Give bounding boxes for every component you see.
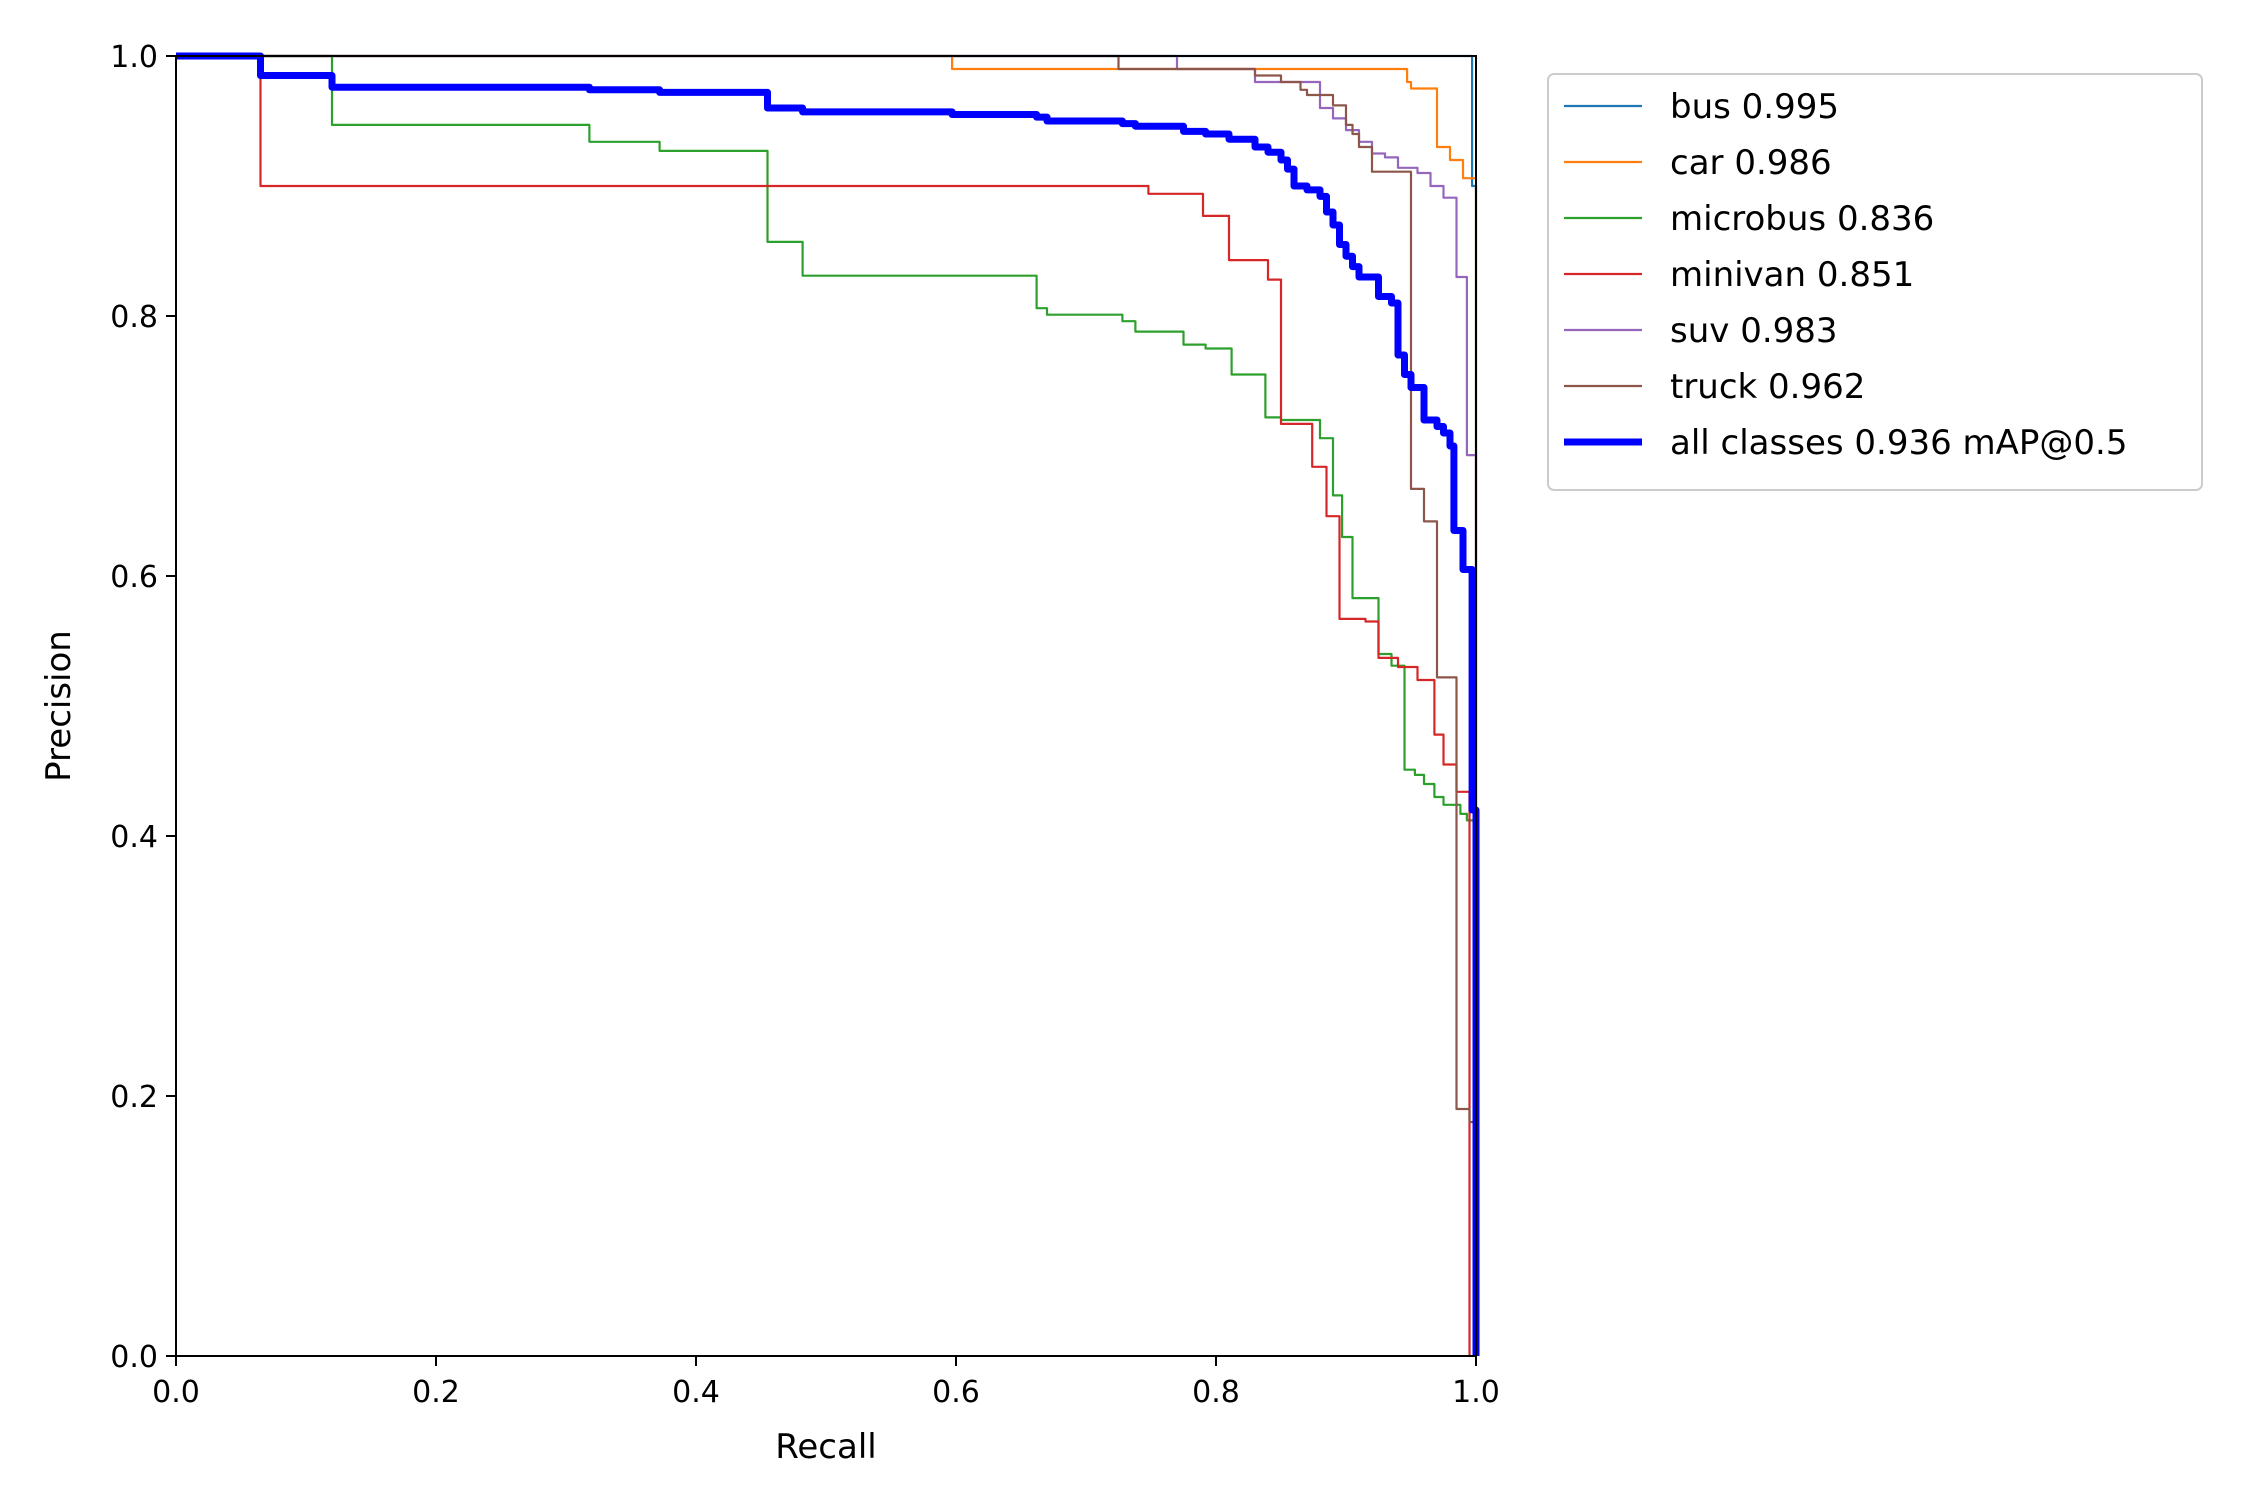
y-tick-label: 0.4	[110, 820, 158, 855]
legend-entry-minivan: minivan 0.851	[1670, 255, 1914, 295]
y-tick-label: 0.8	[110, 300, 158, 335]
x-tick-label: 0.4	[672, 1375, 720, 1410]
legend-entry-all-classes: all classes 0.936 mAP@0.5	[1670, 423, 2127, 463]
x-tick-label: 0.2	[412, 1375, 460, 1410]
x-axis: 0.0 0.2 0.4 0.6 0.8 1.0	[152, 1356, 1500, 1410]
y-tick-label: 0.0	[110, 1340, 158, 1375]
x-axis-label: Recall	[775, 1427, 876, 1467]
x-tick-label: 0.0	[152, 1375, 200, 1410]
axes-frame	[175, 55, 1477, 1357]
y-tick-label: 0.6	[110, 560, 158, 595]
x-tick-label: 0.6	[932, 1375, 980, 1410]
y-tick-label: 1.0	[110, 40, 158, 75]
series-line-truck	[176, 54, 1478, 1356]
x-tick-label: 1.0	[1452, 1375, 1500, 1410]
series-line-suv	[176, 54, 1478, 1356]
series-line-minivan	[176, 54, 1471, 1356]
series-line-all-classes	[176, 52, 1480, 1356]
legend-box	[1547, 73, 2203, 491]
legend-entry-car: car 0.986	[1670, 143, 1832, 183]
plot-area	[175, 52, 1480, 1357]
y-tick-label: 0.2	[110, 1080, 158, 1115]
y-axis: 0.0 0.2 0.4 0.6 0.8 1.0	[110, 40, 176, 1375]
legend-entry-suv: suv 0.983	[1670, 311, 1838, 351]
legend-entry-truck: truck 0.962	[1670, 367, 1865, 407]
y-axis-label: Precision	[39, 630, 79, 782]
legend-entry-microbus: microbus 0.836	[1670, 199, 1934, 239]
legend-entry-bus: bus 0.995	[1670, 87, 1839, 127]
x-tick-label: 0.8	[1192, 1375, 1240, 1410]
legend: bus 0.995 car 0.986 microbus 0.836 minivan …	[1547, 73, 2203, 491]
